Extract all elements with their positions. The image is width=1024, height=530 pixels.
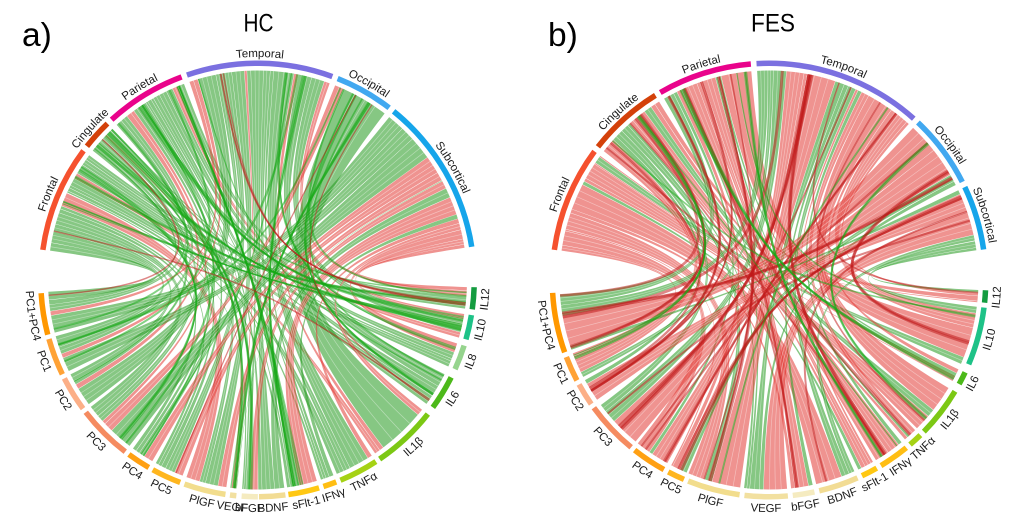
svg-text:a): a) bbox=[22, 17, 52, 54]
svg-text:VEGF: VEGF bbox=[750, 502, 781, 515]
svg-text:HC: HC bbox=[244, 10, 274, 38]
svg-text:bFGF: bFGF bbox=[791, 497, 822, 513]
svg-text:VEGF: VEGF bbox=[216, 499, 248, 514]
svg-text:IL12: IL12 bbox=[479, 288, 493, 311]
svg-text:Temporal: Temporal bbox=[235, 48, 284, 62]
svg-text:BDNF: BDNF bbox=[258, 501, 290, 515]
svg-text:IL8: IL8 bbox=[463, 352, 480, 371]
svg-text:FES: FES bbox=[751, 10, 795, 38]
svg-text:IL10: IL10 bbox=[981, 328, 998, 352]
svg-text:b): b) bbox=[548, 17, 578, 54]
svg-text:IL10: IL10 bbox=[473, 318, 490, 342]
svg-text:bFGF: bFGF bbox=[234, 502, 264, 515]
svg-text:IL12: IL12 bbox=[990, 286, 1004, 309]
